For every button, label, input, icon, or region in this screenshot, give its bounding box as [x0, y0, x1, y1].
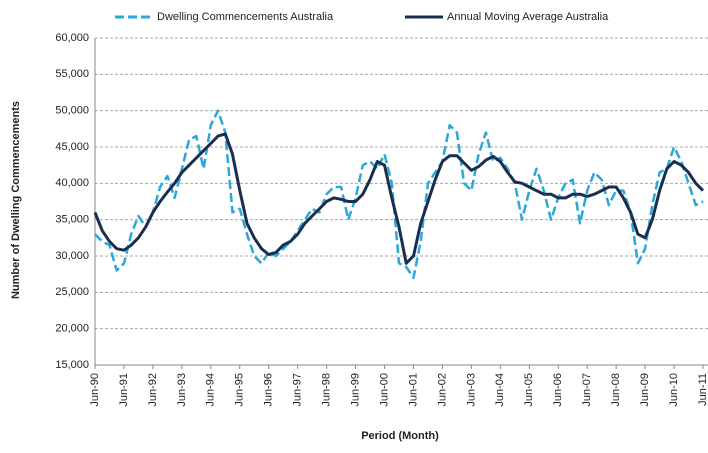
y-tick-label: 50,000 [55, 105, 89, 117]
y-tick-label: 15,000 [55, 359, 89, 371]
y-tick-label: 20,000 [55, 323, 89, 335]
x-tick-label: Jun-11 [697, 373, 708, 406]
y-tick-label: 45,000 [55, 141, 89, 153]
x-tick-label: Jun-90 [89, 373, 101, 407]
y-tick-label: 35,000 [55, 214, 89, 226]
series-line [93, 132, 705, 265]
x-tick-label: Jun-94 [205, 373, 217, 407]
x-axis-label: Period (Month) [361, 430, 439, 442]
x-tick-label: Jun-00 [378, 373, 390, 407]
y-tick-label: 55,000 [55, 68, 89, 80]
x-tick-label: Jun-99 [349, 373, 361, 407]
x-tick-label: Jun-02 [436, 373, 448, 407]
series-line [94, 109, 704, 280]
x-tick-label: Jun-04 [494, 373, 506, 407]
x-tick-label: Jun-05 [523, 373, 535, 407]
x-tick-label: Jun-08 [610, 373, 622, 407]
y-axis-label: Number of Dwelling Commencements [10, 101, 22, 299]
x-tick-label: Jun-07 [581, 373, 593, 407]
y-tick-label: 25,000 [55, 286, 89, 298]
x-tick-label: Jun-97 [292, 373, 304, 407]
x-tick-label: Jun-10 [668, 373, 680, 407]
x-tick-label: Jun-03 [465, 373, 477, 407]
x-tick-label: Jun-96 [263, 373, 275, 407]
legend-label: Annual Moving Average Australia [447, 11, 609, 23]
x-tick-label: Jun-91 [118, 373, 130, 407]
y-tick-label: 30,000 [55, 250, 89, 262]
y-tick-label: 40,000 [55, 177, 89, 189]
x-tick-label: Jun-92 [147, 373, 159, 407]
x-tick-label: Jun-93 [176, 373, 188, 407]
x-tick-label: Jun-98 [321, 373, 333, 407]
x-tick-label: Jun-09 [639, 373, 651, 407]
y-tick-label: 60,000 [55, 32, 89, 44]
x-tick-label: Jun-95 [234, 373, 246, 407]
legend-label: Dwelling Commencements Australia [157, 11, 334, 23]
x-tick-label: Jun-01 [407, 373, 419, 407]
x-tick-label: Jun-06 [552, 373, 564, 407]
